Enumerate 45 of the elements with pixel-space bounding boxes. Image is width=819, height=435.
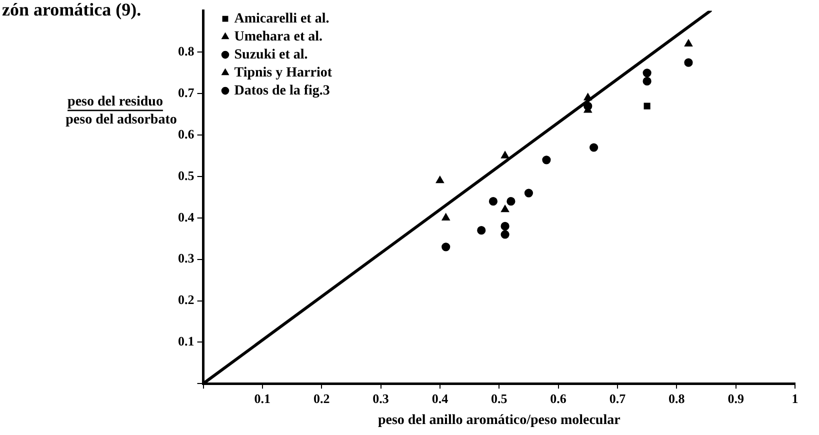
text: zón aromática (9). <box>2 0 142 20</box>
point <box>642 68 652 78</box>
point <box>590 143 598 152</box>
x-tick-label: 0.4 <box>432 390 449 406</box>
y-axis-title: peso del residuo peso del adsorbato <box>66 94 177 128</box>
point <box>684 40 692 46</box>
point <box>436 176 444 184</box>
x-tick-label: 0.3 <box>372 390 390 406</box>
x-tick-label: 0.9 <box>728 390 744 406</box>
legend-label: Tipnis y Harriot <box>234 65 332 80</box>
point <box>500 230 510 239</box>
point <box>501 151 509 158</box>
point <box>442 214 450 220</box>
point <box>506 197 516 206</box>
point <box>644 102 650 110</box>
legend-label: Umehara et al. <box>234 29 323 44</box>
y-tick-label: 0.1 <box>178 334 194 349</box>
point <box>500 222 510 230</box>
y-tick-label: 0.2 <box>178 292 194 308</box>
point <box>477 226 486 235</box>
x-tick-label: 0.7 <box>609 390 626 406</box>
x-axis-title: peso del anillo aromático/peso molecular <box>378 413 620 428</box>
y-tick-label: 0.3 <box>178 250 195 266</box>
point <box>584 93 592 100</box>
y-tick-label: 0.6 <box>178 126 195 142</box>
x-tick-label: 0.1 <box>254 390 271 406</box>
point <box>542 156 551 164</box>
y-tick-label: 0.8 <box>178 44 195 59</box>
x-tick-label: 1 <box>792 390 798 406</box>
point <box>684 58 693 67</box>
point <box>524 188 534 198</box>
x-tick-label: 0.2 <box>313 390 330 406</box>
legend-label: Amicarelli et al. <box>234 11 330 26</box>
point <box>501 205 509 212</box>
y-tick-label: 0.4 <box>178 209 195 224</box>
point <box>488 197 498 206</box>
x-tick-label: 0.8 <box>668 390 686 406</box>
point <box>642 76 652 86</box>
legend-label: Suzuki et al. <box>234 47 308 62</box>
point <box>442 242 450 252</box>
y-tick-label: 0.5 <box>178 168 195 183</box>
legend-label: Datos de la fig.3 <box>234 83 330 98</box>
y-tick-label: 0.7 <box>178 85 195 100</box>
x-tick-label: 0.6 <box>550 390 567 406</box>
x-tick-label: 0.5 <box>491 390 508 406</box>
